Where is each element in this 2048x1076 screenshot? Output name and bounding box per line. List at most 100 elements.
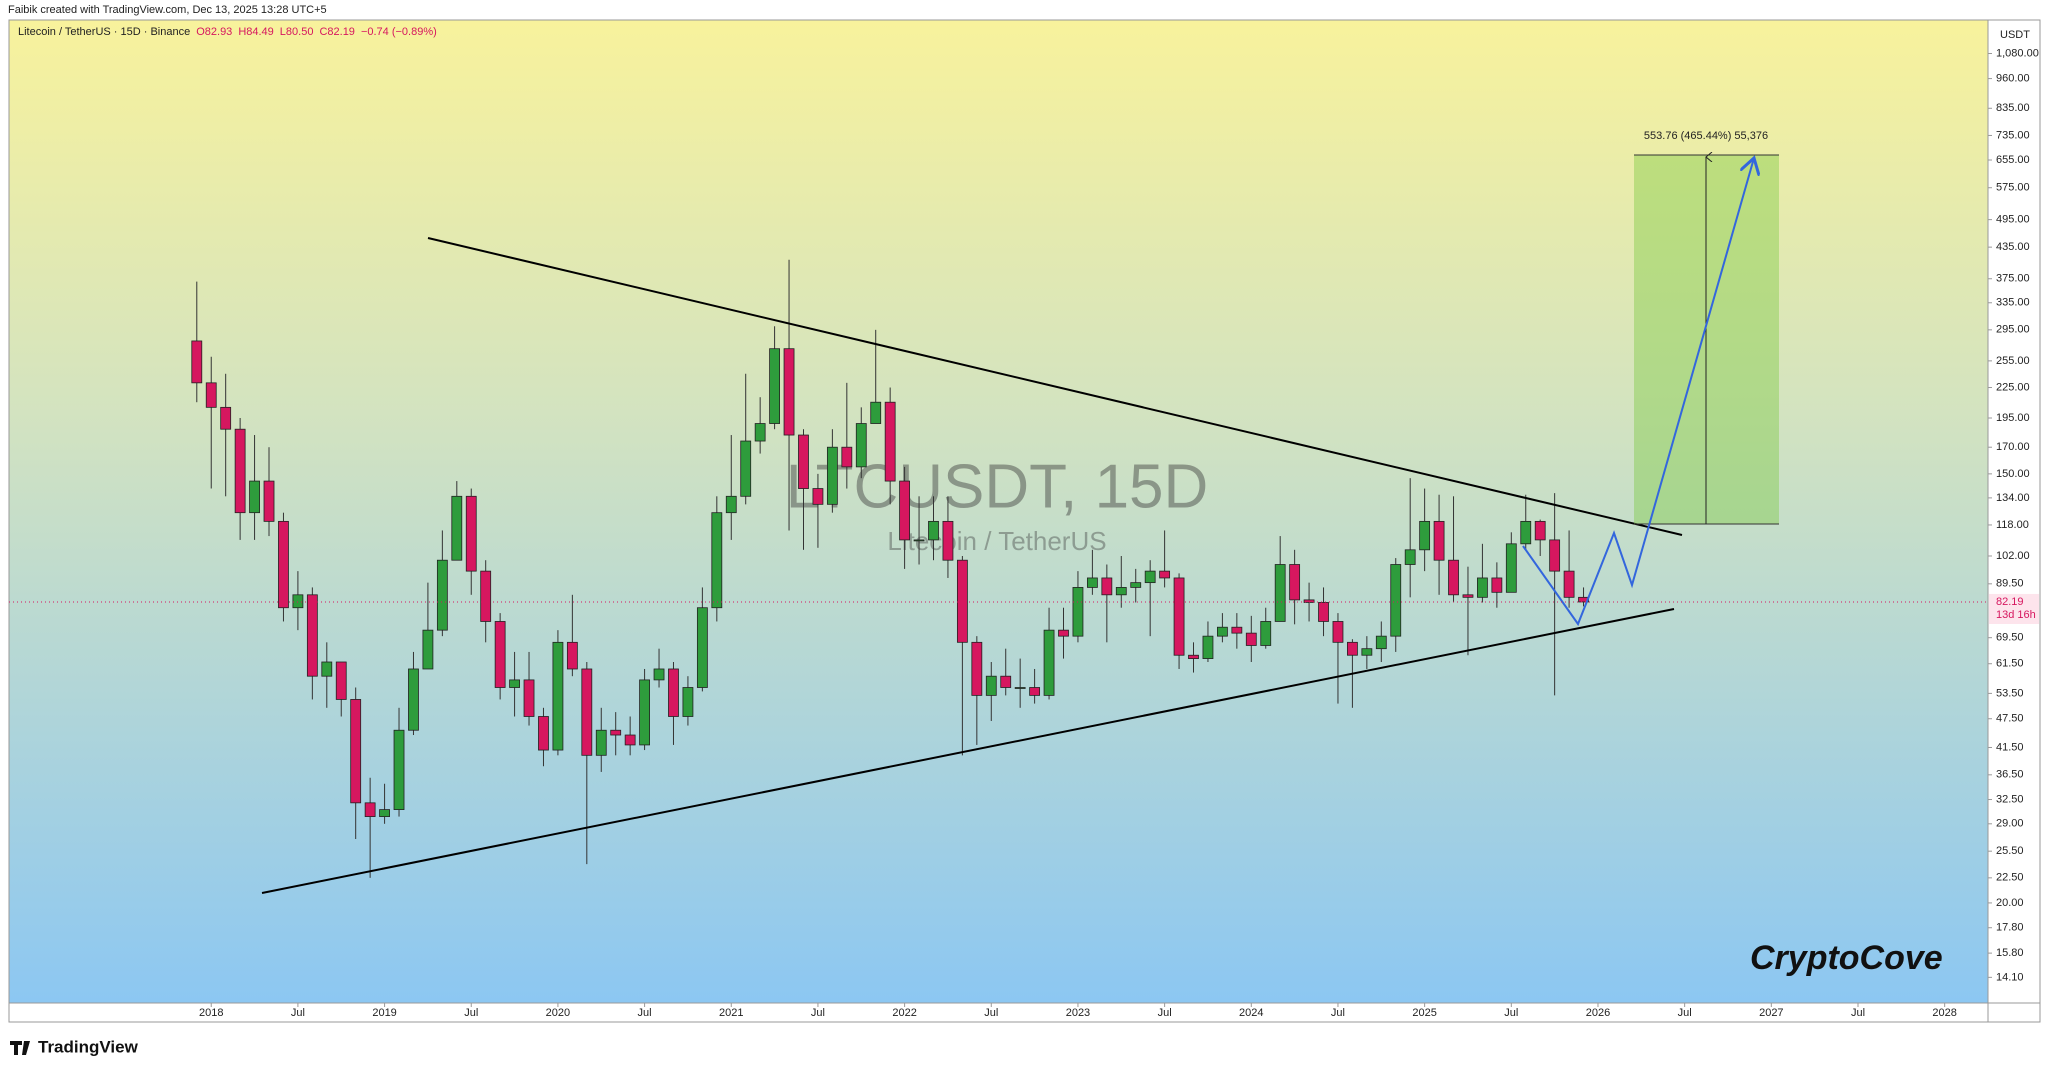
candle-body xyxy=(1014,687,1026,689)
y-tick-label: 134.00 xyxy=(1996,492,2030,504)
candle-body xyxy=(552,641,564,751)
candle-body xyxy=(509,679,520,688)
candle-body xyxy=(1173,577,1185,656)
candle-body xyxy=(1433,520,1445,561)
x-tick-label: 2025 xyxy=(1412,1007,1436,1019)
candle-body xyxy=(1202,635,1214,659)
x-tick-label: Jul xyxy=(1678,1007,1692,1019)
candle-body xyxy=(1231,626,1243,634)
candle-body xyxy=(1289,564,1301,601)
candle-body xyxy=(639,679,650,746)
candle-body xyxy=(263,480,275,522)
y-tick-label: 195.00 xyxy=(1996,412,2030,424)
candle-body xyxy=(494,621,506,688)
candle-body xyxy=(971,641,983,696)
candle-body xyxy=(812,488,824,505)
candle-body xyxy=(942,520,954,561)
candle-body xyxy=(1534,520,1546,541)
y-tick-label: 335.00 xyxy=(1996,297,2030,309)
candle-body xyxy=(393,729,405,810)
candle-body xyxy=(1404,549,1416,565)
legend: Litecoin / TetherUS · 15D · Binance O82.9… xyxy=(18,26,437,38)
y-tick-label: 20.00 xyxy=(1996,897,2024,909)
candle-body xyxy=(826,446,838,505)
x-tick-label: Jul xyxy=(1851,1007,1865,1019)
y-tick-label: 835.00 xyxy=(1996,102,2030,114)
y-tick-label: 53.50 xyxy=(1996,687,2024,699)
candle-body xyxy=(956,559,968,643)
y-tick-label: 655.00 xyxy=(1996,154,2030,166)
candle-body xyxy=(408,668,419,731)
candle-body xyxy=(220,406,232,430)
currency: USDT xyxy=(2000,29,2030,41)
candle-body xyxy=(1217,626,1228,637)
candle-body xyxy=(1318,602,1329,622)
footer-logo: TradingView xyxy=(38,1037,139,1056)
y-tick-label: 32.50 xyxy=(1996,793,2024,805)
candle-body xyxy=(1101,577,1113,596)
x-tick-label: 2021 xyxy=(719,1007,743,1019)
y-tick-label: 15.80 xyxy=(1996,947,2024,959)
logo-icon xyxy=(10,1041,30,1055)
candle-body xyxy=(870,401,882,424)
y-tick-label: 575.00 xyxy=(1996,182,2030,194)
candle-body xyxy=(769,348,780,424)
upper-trendline xyxy=(427,237,1683,536)
y-tick-label: 102.00 xyxy=(1996,550,2030,562)
candle-body xyxy=(841,446,853,468)
candle-body xyxy=(1419,520,1431,551)
y-tick-label: 47.50 xyxy=(1996,713,2024,725)
candle-body xyxy=(754,423,766,442)
marks xyxy=(191,259,1589,878)
y-tick-label: 22.50 xyxy=(1996,872,2024,884)
candle-body xyxy=(335,661,347,700)
candle-body xyxy=(696,607,708,688)
candle-body xyxy=(1159,570,1171,579)
candle-body xyxy=(321,661,333,677)
candle-body xyxy=(725,495,737,514)
candle-body xyxy=(913,539,925,542)
candle-body xyxy=(1144,570,1156,584)
candle-body xyxy=(1332,621,1344,643)
frame xyxy=(8,19,2041,1023)
lower-trendline xyxy=(261,608,1675,894)
candle-body xyxy=(899,480,911,541)
x-tick-label: 2028 xyxy=(1932,1007,1956,1019)
candle-body xyxy=(249,480,260,514)
y-tick-label: 960.00 xyxy=(1996,72,2030,84)
candle-body xyxy=(191,340,203,384)
candle-body xyxy=(783,348,795,436)
y-tick-label: 435.00 xyxy=(1996,241,2030,253)
y-tick-label: 36.50 xyxy=(1996,769,2024,781)
legend-open: O82.93 xyxy=(196,26,232,38)
candle-body xyxy=(595,729,607,756)
candle-body xyxy=(985,675,997,696)
candle-body xyxy=(1347,641,1358,656)
candle-body xyxy=(278,520,289,609)
last-price-box xyxy=(1989,593,2039,624)
x-tick-label: Jul xyxy=(1504,1007,1518,1019)
candle-body xyxy=(1043,629,1055,696)
y-tick-label: 41.50 xyxy=(1996,741,2024,753)
y-tick-label: 29.00 xyxy=(1996,818,2024,830)
x-tick-label: 2018 xyxy=(199,1007,223,1019)
x-tick-label: 2020 xyxy=(546,1007,570,1019)
x-tick-label: Jul xyxy=(638,1007,652,1019)
candle-body xyxy=(1375,635,1387,650)
plot-area xyxy=(9,20,1988,1003)
y-tick-label: 375.00 xyxy=(1996,273,2030,285)
x-tick-label: Jul xyxy=(811,1007,825,1019)
candle-body xyxy=(884,401,896,482)
header: Faibik created with TradingView.com, Dec… xyxy=(8,4,327,16)
x-tick-label: 2024 xyxy=(1239,1007,1263,1019)
x-tick-label: 2023 xyxy=(1066,1007,1090,1019)
candle-body xyxy=(1058,629,1069,637)
legend-close: C82.19 xyxy=(319,26,354,38)
candle-body xyxy=(610,729,622,736)
candle-body xyxy=(566,641,578,670)
last-price-label: 82.19 xyxy=(1996,596,2024,608)
candle-body xyxy=(1361,648,1373,656)
candle-body xyxy=(1563,570,1575,598)
candle-body xyxy=(234,428,246,514)
